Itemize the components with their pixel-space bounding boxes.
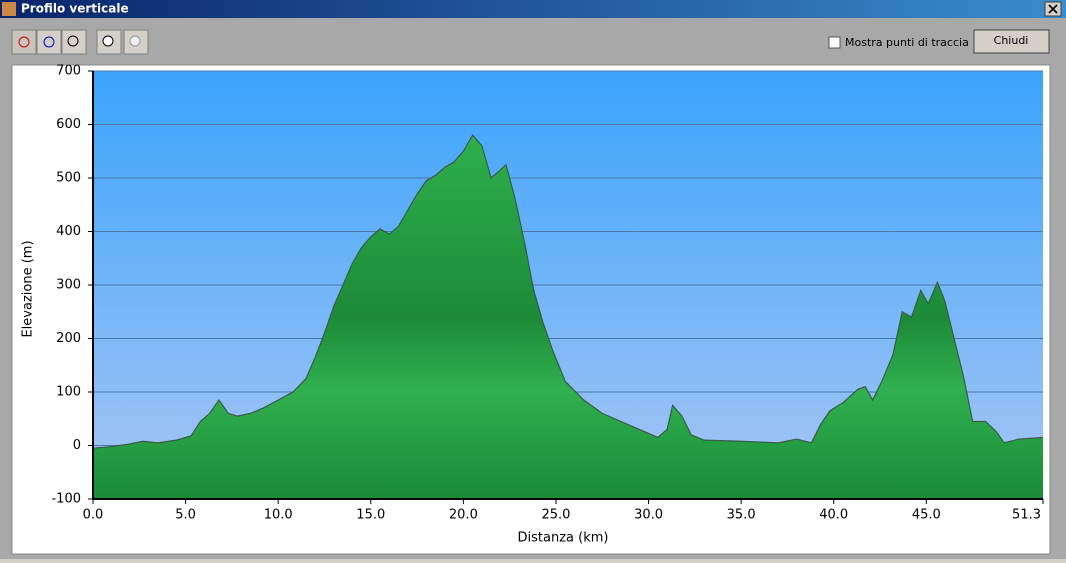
y-tick-label: 300 (56, 278, 81, 293)
x-tick-label: 0.0 (83, 508, 104, 523)
tool-icon (67, 35, 79, 47)
y-tick-label: 400 (56, 224, 81, 239)
tool-button[interactable] (36, 29, 62, 55)
x-tick-label: 51.3 (1012, 508, 1041, 523)
toolbar (11, 29, 149, 55)
checkbox-label[interactable]: Mostra punti di traccia (845, 36, 969, 49)
y-axis-label: Elevazione (m) (21, 240, 36, 337)
tool-icon (129, 35, 141, 47)
tool-icon (102, 35, 114, 47)
title-bar (0, 0, 1066, 18)
x-tick-label: 20.0 (449, 508, 478, 523)
x-tick-label: 45.0 (912, 508, 941, 523)
app-icon (2, 2, 16, 16)
x-tick-label: 5.0 (175, 508, 196, 523)
elevation-line (92, 134, 1044, 449)
close-button[interactable] (973, 29, 1050, 54)
elevation-area (93, 135, 1043, 499)
x-tick-label: 40.0 (819, 508, 848, 523)
y-tick-label: 0 (73, 438, 81, 453)
y-tick-label: 700 (56, 64, 81, 79)
y-tick-label: 500 (56, 171, 81, 186)
y-tick-label: 200 (56, 331, 81, 346)
checkbox[interactable] (828, 36, 841, 49)
x-tick-label: 10.0 (264, 508, 293, 523)
x-tick-label: 35.0 (727, 508, 756, 523)
x-axis-label: Distanza (km) (518, 531, 609, 546)
y-tick-label: 100 (56, 385, 81, 400)
x-tick-label: 30.0 (634, 508, 663, 523)
y-tick-label: 600 (56, 117, 81, 132)
y-tick-label: -100 (51, 492, 81, 507)
window-title: Profilo verticale (21, 2, 129, 16)
tool-icon (18, 36, 30, 48)
tool-button[interactable] (61, 29, 87, 55)
tool-icon (43, 36, 55, 48)
close-icon[interactable] (1044, 1, 1062, 17)
tool-button[interactable] (11, 29, 37, 55)
x-tick-label: 25.0 (541, 508, 570, 523)
x-tick-label: 15.0 (356, 508, 385, 523)
close-button-label[interactable]: Chiudi (994, 34, 1029, 47)
